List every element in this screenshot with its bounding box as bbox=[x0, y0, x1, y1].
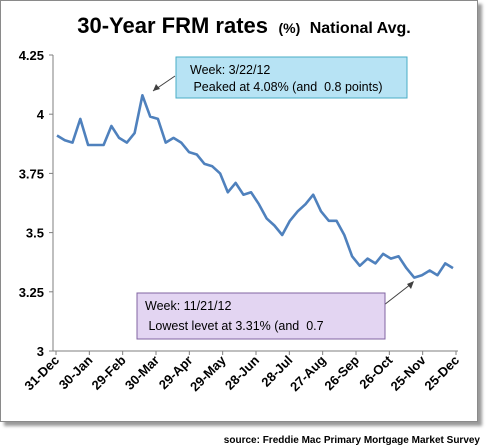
callout-low-line1: Week: 11/21/12 bbox=[145, 299, 231, 313]
callout-peak-box bbox=[175, 56, 408, 99]
y-ticks: 3 3.25 3.5 3.75 4 4.25 bbox=[19, 48, 53, 359]
x-tick-label: 30-Jan bbox=[56, 352, 96, 392]
y-tick-label: 3.5 bbox=[26, 226, 44, 241]
x-tick-label: 25-Dec bbox=[421, 353, 462, 394]
x-tick-label: 28-Jun bbox=[222, 352, 262, 392]
callout-peak-arrowhead bbox=[153, 84, 160, 91]
callout-peak-line1: Week: 3/22/12 bbox=[190, 63, 270, 77]
series-layer bbox=[56, 94, 454, 279]
series-line bbox=[56, 94, 454, 279]
y-tick-label: 4.25 bbox=[19, 48, 44, 63]
chart-title-unit: (%) bbox=[278, 20, 300, 36]
x-tick-label: 27-Aug bbox=[287, 352, 329, 394]
x-tick-label: 30-Mar bbox=[122, 353, 162, 393]
x-ticks: 31-Dec30-Jan29-Feb30-Mar29-Apr29-May28-J… bbox=[21, 351, 462, 394]
callout-low-arrow-line bbox=[383, 283, 412, 306]
callout-peak-line2: Peaked at 4.08% (and 0.8 points) bbox=[190, 80, 383, 94]
callout-low-line2: Lowest levet at 3.31% (and 0.7 bbox=[145, 319, 324, 333]
y-tick-label: 3.75 bbox=[19, 166, 44, 181]
y-tick-label: 3 bbox=[37, 344, 44, 359]
callout-low-box bbox=[136, 292, 386, 340]
callout-low: Week: 11/21/12 Lowest levet at 3.31% (an… bbox=[136, 281, 414, 340]
callout-peak: Week: 3/22/12 Peaked at 4.08% (and 0.8 p… bbox=[152, 56, 408, 99]
x-tick-label: 25-Nov bbox=[388, 352, 430, 394]
source-note: source: Freddie Mac Primary Mortgage Mar… bbox=[224, 435, 481, 446]
x-tick-label: 29-Feb bbox=[89, 352, 129, 392]
x-tick-label: 29-May bbox=[187, 352, 229, 394]
chart-subtitle: National Avg. bbox=[310, 20, 411, 37]
y-tick-label: 3.25 bbox=[19, 285, 44, 300]
chart-title: 30-Year FRM rates bbox=[77, 13, 268, 38]
chart-title-group: 30-Year FRM rates (%) National Avg. bbox=[77, 13, 411, 38]
y-tick-label: 4 bbox=[37, 107, 45, 122]
callout-low-arrowhead bbox=[407, 281, 414, 289]
x-tick-label: 26-Sep bbox=[321, 352, 362, 393]
